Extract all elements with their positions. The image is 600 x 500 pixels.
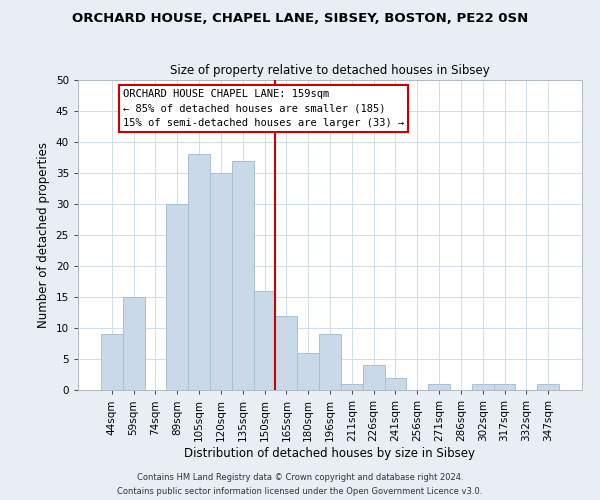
Bar	[319, 334, 341, 390]
Bar	[254, 291, 275, 390]
Bar	[363, 365, 385, 390]
Bar	[385, 378, 406, 390]
Bar	[166, 204, 188, 390]
Bar	[472, 384, 494, 390]
Bar	[210, 173, 232, 390]
Bar	[275, 316, 297, 390]
Y-axis label: Number of detached properties: Number of detached properties	[37, 142, 50, 328]
Text: Contains HM Land Registry data © Crown copyright and database right 2024.: Contains HM Land Registry data © Crown c…	[137, 473, 463, 482]
Bar	[188, 154, 210, 390]
Bar	[297, 353, 319, 390]
Text: ORCHARD HOUSE CHAPEL LANE: 159sqm
← 85% of detached houses are smaller (185)
15%: ORCHARD HOUSE CHAPEL LANE: 159sqm ← 85% …	[123, 90, 404, 128]
Bar	[123, 297, 145, 390]
Text: Contains public sector information licensed under the Open Government Licence v3: Contains public sector information licen…	[118, 486, 482, 496]
Title: Size of property relative to detached houses in Sibsey: Size of property relative to detached ho…	[170, 64, 490, 78]
Bar	[494, 384, 515, 390]
Bar	[232, 160, 254, 390]
Bar	[537, 384, 559, 390]
Text: ORCHARD HOUSE, CHAPEL LANE, SIBSEY, BOSTON, PE22 0SN: ORCHARD HOUSE, CHAPEL LANE, SIBSEY, BOST…	[72, 12, 528, 26]
Bar	[341, 384, 363, 390]
Bar	[428, 384, 450, 390]
Bar	[101, 334, 123, 390]
X-axis label: Distribution of detached houses by size in Sibsey: Distribution of detached houses by size …	[185, 446, 476, 460]
